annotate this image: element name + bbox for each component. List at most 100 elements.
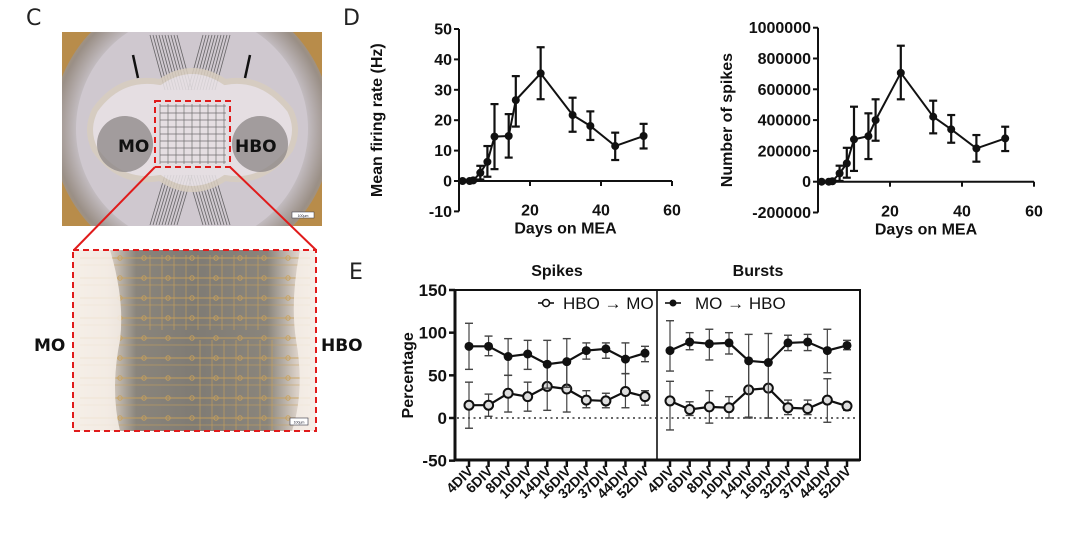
y-tick-label: 40 bbox=[434, 52, 452, 69]
data-point-filled bbox=[601, 344, 611, 354]
electrode-pad bbox=[189, 295, 195, 301]
electrode-pad bbox=[285, 255, 291, 261]
electrode-pad bbox=[141, 315, 147, 321]
electrode-pad bbox=[189, 355, 195, 361]
chart-mean-firing-rate: -10 0 10 20 30 40 50 20 40 60 Days on MEA Mean firi… bbox=[370, 22, 681, 238]
y-tick-label: 0 bbox=[438, 409, 447, 428]
data-point-filled bbox=[542, 359, 552, 369]
electrode-pad bbox=[189, 395, 195, 401]
electrode-pad bbox=[165, 415, 171, 421]
chart-percentage-spikes-bursts: -50050100150PercentageSpikes4DIV6DIV8DIV… bbox=[400, 263, 861, 502]
panel-letter-d: D bbox=[343, 6, 360, 31]
photo-top-label-mo: MO bbox=[118, 137, 149, 157]
y-tick-label: -200000 bbox=[752, 205, 811, 222]
data-point-open bbox=[703, 401, 715, 413]
data-point-filled bbox=[484, 341, 494, 351]
data-point bbox=[536, 69, 545, 78]
data-point-filled bbox=[822, 346, 832, 356]
data-point-open bbox=[522, 391, 534, 403]
series-line bbox=[669, 386, 848, 411]
panel-letter-e: E bbox=[349, 260, 363, 285]
data-point-filled bbox=[503, 352, 513, 362]
chart-number-of-spikes: -200000 0 200000 400000 600000 800000 1000000 2… bbox=[719, 20, 1043, 238]
y-tick-label: 150 bbox=[419, 281, 447, 300]
data-point bbox=[850, 135, 858, 144]
data-point-open bbox=[463, 399, 475, 411]
data-point bbox=[611, 142, 620, 151]
data-point bbox=[972, 144, 981, 153]
electrode-pad bbox=[261, 355, 267, 361]
electrode-pad bbox=[189, 415, 195, 421]
x-tick-label: 40 bbox=[592, 202, 610, 219]
data-point bbox=[568, 111, 577, 120]
electrode-pad bbox=[213, 395, 219, 401]
electrode-pad bbox=[165, 395, 171, 401]
series-line bbox=[669, 340, 848, 364]
electrode-pad bbox=[213, 415, 219, 421]
data-point-filled bbox=[464, 341, 474, 351]
y-tick-label: 30 bbox=[434, 82, 452, 99]
electrode-pad bbox=[165, 295, 171, 301]
electrode-pad bbox=[213, 295, 219, 301]
electrode-pad bbox=[261, 395, 267, 401]
electrode-pad bbox=[117, 275, 123, 281]
data-point bbox=[835, 169, 844, 178]
y-tick-label: 800000 bbox=[758, 51, 811, 68]
data-point-filled bbox=[640, 348, 650, 358]
y-tick-label: -50 bbox=[422, 452, 447, 471]
x-tick-label: 40 bbox=[953, 204, 971, 221]
electrode-pad bbox=[261, 275, 267, 281]
y-tick-label: -10 bbox=[429, 204, 452, 221]
electrode-pad bbox=[261, 315, 267, 321]
data-point-filled bbox=[783, 338, 793, 348]
y-tick-label: 100 bbox=[419, 324, 447, 343]
photo-top-scale-label: 100µm bbox=[298, 214, 309, 218]
legend-label-hbo-to-mo: HBO → MO bbox=[563, 294, 654, 313]
photo-bottom-label-mo: MO bbox=[34, 336, 66, 356]
electrode-pad bbox=[141, 415, 147, 421]
legend-label-mo-to-hbo: MO → HBO bbox=[695, 294, 786, 313]
electrode-pad bbox=[213, 335, 219, 341]
data-point bbox=[511, 96, 520, 105]
electrode-pad bbox=[213, 315, 219, 321]
data-point-open bbox=[580, 394, 592, 406]
electrode-pad bbox=[189, 335, 195, 341]
data-point bbox=[929, 112, 938, 121]
data-point bbox=[504, 132, 513, 141]
electrode-pad bbox=[261, 415, 267, 421]
electrode-pad bbox=[117, 395, 123, 401]
electrode-pad bbox=[213, 355, 219, 361]
electrode-pad bbox=[141, 295, 147, 301]
zoomed-region-border bbox=[72, 249, 317, 432]
legend-marker-filled bbox=[669, 299, 677, 307]
data-point bbox=[828, 177, 837, 186]
electrode-pad bbox=[237, 315, 243, 321]
data-point bbox=[871, 116, 880, 125]
data-point-open bbox=[619, 386, 631, 398]
data-point bbox=[842, 159, 851, 168]
data-point-filled bbox=[704, 339, 714, 349]
data-point-open bbox=[723, 402, 735, 414]
data-point bbox=[947, 125, 956, 134]
electrode-pad bbox=[261, 335, 267, 341]
electrode-pad bbox=[165, 275, 171, 281]
electrode-pad bbox=[261, 255, 267, 261]
data-point bbox=[817, 177, 826, 186]
electrode-pad bbox=[261, 375, 267, 381]
electrode-pad bbox=[285, 375, 291, 381]
electrode-pad bbox=[237, 295, 243, 301]
electrode-pad bbox=[165, 335, 171, 341]
photo-bottom-label-hbo: HBO bbox=[321, 336, 363, 356]
electrode-pad bbox=[237, 395, 243, 401]
data-point bbox=[639, 132, 648, 141]
y-tick-label: 600000 bbox=[758, 82, 811, 99]
data-point-filled bbox=[665, 346, 675, 356]
x-tick-label: 60 bbox=[1025, 204, 1043, 221]
data-point bbox=[469, 176, 478, 185]
electrode-pad bbox=[237, 415, 243, 421]
electrode-pad bbox=[189, 255, 195, 261]
electrode-pad bbox=[165, 255, 171, 261]
x-axis-label: Days on MEA bbox=[514, 220, 617, 237]
data-point bbox=[864, 132, 873, 141]
electrode-pad bbox=[141, 275, 147, 281]
